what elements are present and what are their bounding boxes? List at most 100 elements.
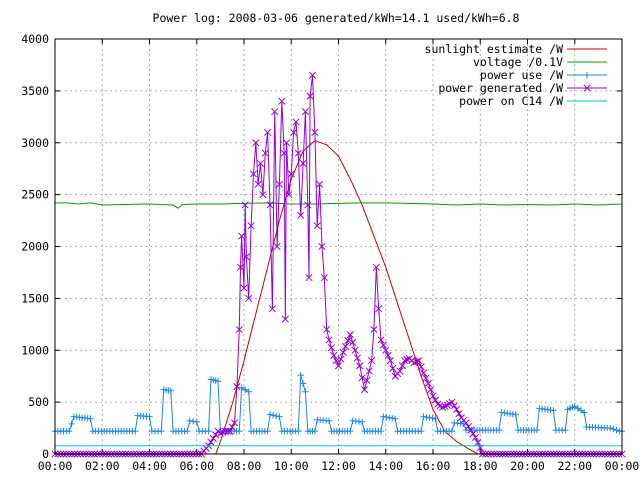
series-sunlight-estimate-w: [215, 140, 479, 455]
data-point-x-marker: [379, 341, 387, 349]
data-point-x-marker: [469, 430, 477, 438]
data-point-x-marker: [242, 253, 250, 261]
data-point-x-marker: [365, 367, 373, 375]
data-point-x-marker: [233, 383, 241, 391]
data-point-x-marker: [297, 211, 305, 219]
x-tick-label: 16:00: [416, 459, 451, 473]
data-point-x-marker: [247, 222, 255, 230]
x-tick-label: 22:00: [557, 459, 592, 473]
data-point-x-marker: [429, 392, 437, 400]
data-point-x-marker: [311, 128, 319, 136]
data-point-x-marker: [368, 357, 376, 365]
data-point-x-marker: [292, 118, 300, 126]
data-point-x-marker: [419, 369, 428, 377]
data-point-x-marker: [358, 374, 366, 382]
x-tick-label: 14:00: [368, 459, 403, 473]
data-point-x-marker: [249, 170, 258, 178]
y-tick-label: 2000: [21, 240, 49, 254]
data-point-x-marker: [278, 97, 286, 105]
data-point-x-marker: [410, 359, 418, 367]
data-point-x-marker: [471, 433, 480, 441]
x-tick-label: 18:00: [463, 459, 498, 473]
data-point-x-marker: [318, 242, 326, 251]
x-tick-label: 00:00: [605, 459, 640, 473]
y-tick-label: 1000: [21, 343, 49, 357]
series-power-generated-w: [51, 71, 626, 458]
data-point-x-marker: [455, 409, 463, 418]
data-point-x-marker: [241, 201, 249, 209]
data-point-x-marker: [438, 403, 447, 411]
data-point-x-marker: [372, 263, 380, 271]
series-layer: [51, 71, 626, 458]
data-point-x-marker: [306, 92, 314, 100]
data-point-x-marker: [389, 364, 397, 372]
data-point-x-marker: [275, 180, 283, 188]
y-tick-label: 4000: [21, 32, 49, 46]
legend-label: power on C14 /W: [459, 94, 563, 108]
data-point-x-marker: [431, 396, 439, 404]
series-voltage-0-1v: [55, 202, 623, 209]
data-point-x-marker: [226, 427, 234, 435]
data-point-x-marker: [327, 344, 335, 352]
data-point-x-marker: [236, 263, 245, 271]
data-point-x-marker: [325, 336, 333, 344]
legend-label: power generated /W: [438, 81, 563, 95]
data-point-x-marker: [382, 346, 390, 354]
data-point-x-marker: [287, 170, 295, 178]
data-point-x-marker: [266, 201, 274, 209]
data-point-x-marker: [474, 439, 482, 447]
data-point-x-marker: [353, 354, 361, 362]
plot-frame: [54, 38, 623, 455]
data-point-x-marker: [346, 331, 354, 339]
data-point-x-marker: [583, 84, 591, 92]
x-tick-label: 00:00: [38, 459, 73, 473]
series-line: [55, 202, 623, 209]
data-point-x-marker: [377, 336, 385, 344]
data-point-x-marker: [398, 362, 406, 370]
data-point-x-marker: [386, 357, 395, 365]
data-point-x-marker: [264, 128, 272, 136]
legend-label: voltage /0.1V: [473, 55, 563, 69]
data-point-x-marker: [375, 305, 383, 313]
data-point-x-marker: [282, 139, 291, 147]
series-line: [55, 374, 622, 432]
data-point-x-marker: [235, 325, 243, 334]
data-point-x-marker: [384, 351, 392, 359]
data-point-x-marker: [254, 180, 262, 188]
data-point-x-marker: [280, 149, 288, 157]
data-point-x-marker: [301, 108, 309, 116]
data-point-x-marker: [207, 438, 215, 446]
data-point-x-marker: [228, 423, 236, 431]
x-tick-label: 20:00: [510, 459, 545, 473]
data-point-x-marker: [450, 402, 458, 410]
x-tick-label: 10:00: [274, 459, 309, 473]
x-tick-label: 08:00: [227, 459, 262, 473]
data-point-x-marker: [212, 431, 220, 439]
data-point-x-marker: [230, 419, 239, 427]
legend-label: power use /W: [480, 68, 563, 82]
data-point-x-marker: [448, 398, 456, 406]
data-point-x-marker: [453, 405, 461, 413]
y-tick-label: 0: [42, 447, 49, 461]
data-point-x-marker: [427, 386, 435, 394]
x-tick-label: 02:00: [85, 459, 120, 473]
x-axis-ticks: 00:00 02:00 04:00 06:00 08:00 10:00 12:00 14:00…: [38, 39, 640, 473]
data-point-x-marker: [304, 201, 312, 209]
data-point-x-marker: [441, 402, 449, 410]
data-point-x-marker: [256, 159, 265, 168]
data-point-x-marker: [294, 149, 302, 157]
data-point-x-marker: [422, 374, 430, 382]
data-point-x-marker: [238, 232, 246, 240]
data-point-x-marker: [330, 351, 338, 359]
data-point-x-marker: [424, 379, 432, 388]
data-point-x-marker: [268, 305, 276, 313]
data-point-x-marker: [259, 191, 267, 199]
data-point-x-marker: [370, 325, 378, 334]
data-point-x-marker: [219, 428, 227, 436]
data-point-x-marker: [332, 357, 340, 365]
x-tick-label: 04:00: [132, 459, 167, 473]
data-point-x-marker: [344, 337, 352, 345]
data-point-x-marker: [320, 274, 328, 282]
